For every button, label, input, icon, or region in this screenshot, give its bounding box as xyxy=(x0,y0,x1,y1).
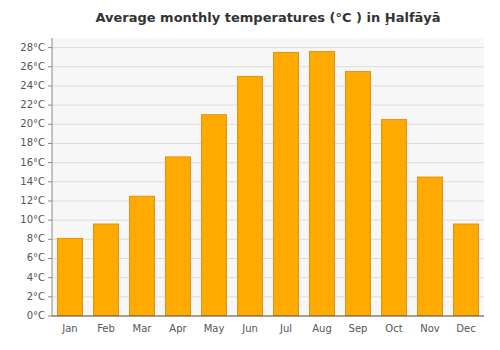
x-tick-label: Nov xyxy=(420,323,440,334)
bar xyxy=(165,157,190,316)
y-tick xyxy=(48,239,52,240)
y-tick-label: 14°C xyxy=(20,176,45,187)
y-tick-label: 12°C xyxy=(20,195,45,206)
y-tick-label: 0°C xyxy=(27,310,45,321)
grid-line xyxy=(52,47,484,48)
bar xyxy=(309,51,334,316)
y-tick xyxy=(48,296,52,297)
y-tick xyxy=(48,85,52,86)
x-tick-label: Feb xyxy=(97,323,115,334)
y-tick-label: 18°C xyxy=(20,137,45,148)
grid-line xyxy=(52,105,484,106)
bar xyxy=(273,52,298,316)
x-tick-label: Mar xyxy=(133,323,153,334)
x-tick-label: May xyxy=(204,323,225,334)
grid-line xyxy=(52,162,484,163)
y-tick xyxy=(48,220,52,221)
y-tick-label: 2°C xyxy=(27,291,45,302)
y-tick-label: 22°C xyxy=(20,99,45,110)
grid-line xyxy=(52,124,484,125)
y-axis: 0°C 2°C 4°C 6°C 8°C 10°C 12°C 14°C 16°C 18°C 20°C 2… xyxy=(20,42,484,321)
x-tick-label: Oct xyxy=(385,323,402,334)
bar xyxy=(345,72,370,316)
x-tick-label: Dec xyxy=(456,323,475,334)
y-tick-label: 16°C xyxy=(20,157,45,168)
chart-container: 0°C 2°C 4°C 6°C 8°C 10°C 12°C 14°C 16°C 18°C 20°C 2… xyxy=(0,0,500,350)
y-tick xyxy=(48,258,52,259)
y-tick-label: 28°C xyxy=(20,42,45,53)
chart-title: Average monthly temperatures (°C ) in Ḩa… xyxy=(95,10,440,25)
y-axis-line xyxy=(52,38,53,316)
y-tick xyxy=(48,162,52,163)
y-tick-label: 20°C xyxy=(20,118,45,129)
bar xyxy=(237,76,262,316)
grid-line xyxy=(52,66,484,67)
bars xyxy=(57,51,478,316)
chart-svg: 0°C 2°C 4°C 6°C 8°C 10°C 12°C 14°C 16°C 18°C 20°C 2… xyxy=(0,0,500,350)
bar xyxy=(129,196,154,316)
y-tick-label: 26°C xyxy=(20,61,45,72)
x-tick-label: Sep xyxy=(349,323,368,334)
y-tick xyxy=(48,124,52,125)
x-axis-line xyxy=(52,316,484,317)
y-tick-label: 4°C xyxy=(27,272,45,283)
y-tick xyxy=(48,66,52,67)
y-tick xyxy=(48,316,52,317)
y-tick xyxy=(48,200,52,201)
plot-background xyxy=(52,38,484,316)
y-tick-label: 8°C xyxy=(27,233,45,244)
bar xyxy=(381,119,406,316)
y-tick-label: 24°C xyxy=(20,80,45,91)
bar xyxy=(57,238,82,316)
y-tick xyxy=(48,181,52,182)
grid-line xyxy=(52,316,484,317)
grid-line xyxy=(52,85,484,86)
y-tick-label: 10°C xyxy=(20,214,45,225)
y-tick xyxy=(48,105,52,106)
x-tick-label: Aug xyxy=(312,323,332,334)
x-tick-label: Jul xyxy=(279,323,292,334)
y-tick xyxy=(48,47,52,48)
y-tick xyxy=(48,143,52,144)
y-tick xyxy=(48,277,52,278)
y-tick-label: 6°C xyxy=(27,252,45,263)
x-tick-label: Jun xyxy=(241,323,258,334)
bar xyxy=(93,224,118,316)
bar xyxy=(417,177,442,316)
x-tick-label: Jan xyxy=(61,323,77,334)
bar xyxy=(201,115,226,316)
x-axis: Jan Feb Mar Apr May Jun Jul Aug Sep Oct Nov Dec xyxy=(61,323,475,334)
x-tick-label: Apr xyxy=(169,323,187,334)
bar xyxy=(453,224,478,316)
grid-line xyxy=(52,143,484,144)
